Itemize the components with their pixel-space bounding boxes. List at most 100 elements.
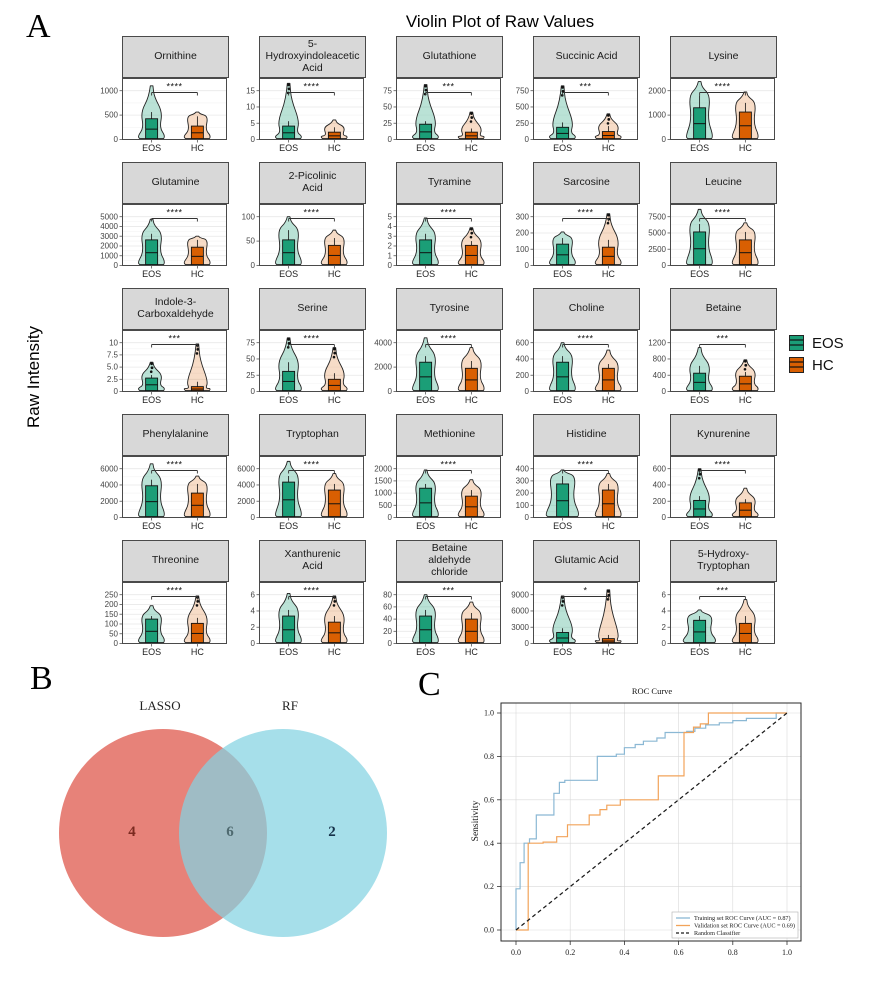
svg-text:2000: 2000 [374, 464, 392, 473]
roc-legend: Training set ROC Curve (AUC = 0.87)Valid… [671, 911, 799, 939]
svg-text:4000: 4000 [100, 481, 118, 490]
svg-text:3000: 3000 [511, 623, 529, 632]
svg-text:****: **** [166, 82, 182, 92]
svg-text:0: 0 [114, 639, 119, 648]
svg-text:HC: HC [191, 521, 204, 531]
svg-text:****: **** [714, 460, 730, 470]
violin-panel-title: Glutamic Acid [533, 540, 640, 582]
venn-lasso-count: 4 [128, 824, 136, 840]
svg-text:4000: 4000 [100, 222, 118, 231]
legend-key-icon [789, 335, 804, 351]
violin-panel-title: Sarcosine [533, 162, 640, 204]
svg-text:***: *** [716, 586, 728, 596]
svg-text:0: 0 [525, 387, 530, 396]
svg-text:75: 75 [383, 86, 392, 95]
svg-text:****: **** [303, 82, 319, 92]
svg-text:6: 6 [251, 590, 256, 599]
svg-text:HC: HC [739, 395, 752, 405]
svg-text:50: 50 [246, 355, 255, 364]
violin-panel: Threonine 0 50 100 150 200 250 **** EOS HC [92, 540, 229, 666]
svg-text:EOS: EOS [416, 143, 435, 153]
svg-text:EOS: EOS [553, 143, 572, 153]
svg-text:HC: HC [191, 647, 204, 657]
legend-label: EOS [812, 334, 844, 352]
svg-text:Random Classifier: Random Classifier [694, 930, 740, 937]
svg-text:***: *** [442, 586, 454, 596]
svg-text:60: 60 [383, 603, 392, 612]
svg-text:2: 2 [662, 623, 667, 632]
svg-text:HC: HC [739, 521, 752, 531]
violin-plot: 0 25 50 75 **** EOS HC [246, 330, 364, 405]
svg-text:0.4: 0.4 [619, 948, 629, 957]
svg-text:400: 400 [516, 464, 530, 473]
svg-text:50: 50 [246, 237, 255, 246]
violin-panel: 2-Picolinic Acid 0 50 100 **** EOS HC [229, 162, 366, 288]
svg-text:HC: HC [739, 647, 752, 657]
svg-text:EOS: EOS [142, 395, 161, 405]
svg-text:0: 0 [662, 261, 667, 270]
violin-panel-title: Tryptophan [259, 414, 366, 456]
svg-text:40: 40 [383, 615, 392, 624]
svg-text:600: 600 [653, 464, 667, 473]
svg-text:****: **** [577, 460, 593, 470]
svg-text:750: 750 [516, 86, 530, 95]
violin-panel: Glutamine 0 1000 2000 3000 4000 5000 **** EOS HC [92, 162, 229, 288]
svg-text:2000: 2000 [374, 363, 392, 372]
violin-panel-title: Lysine [670, 36, 777, 78]
svg-text:6: 6 [662, 590, 667, 599]
svg-text:HC: HC [739, 269, 752, 279]
svg-text:0: 0 [114, 261, 119, 270]
svg-text:****: **** [577, 208, 593, 218]
violin-panel-title: Choline [533, 288, 640, 330]
violin-panel-title: Ornithine [122, 36, 229, 78]
svg-text:EOS: EOS [416, 395, 435, 405]
svg-text:5000: 5000 [648, 229, 666, 238]
violin-plot: 0 25 50 75 *** EOS HC [383, 78, 501, 153]
violin-grid-y-axis-label: Raw Intensity [24, 325, 43, 428]
svg-text:EOS: EOS [690, 143, 709, 153]
violin-plot: 0 2000 4000 **** EOS HC [374, 330, 501, 405]
svg-text:4: 4 [662, 607, 667, 616]
svg-text:HC: HC [602, 395, 615, 405]
violin-panel: Ornithine 0 500 1000 **** EOS HC [92, 36, 229, 162]
svg-text:100: 100 [105, 620, 119, 629]
svg-text:EOS: EOS [553, 269, 572, 279]
svg-text:EOS: EOS [142, 143, 161, 153]
svg-text:2: 2 [388, 242, 393, 251]
svg-text:EOS: EOS [553, 395, 572, 405]
violin-panel: Indole-3- Carboxaldehyde 0 2.5 5.0 7.5 10 *** E… [92, 288, 229, 414]
svg-text:***: *** [442, 82, 454, 92]
violin-panel-title: Tyramine [396, 162, 503, 204]
svg-text:****: **** [166, 586, 182, 596]
svg-text:6000: 6000 [237, 464, 255, 473]
svg-text:100: 100 [516, 501, 530, 510]
violin-panel-title: 2-Picolinic Acid [259, 162, 366, 204]
violin-plot: 0 2500 5000 7500 **** EOS HC [648, 204, 775, 279]
violin-panel-title: Kynurenine [670, 414, 777, 456]
svg-text:****: **** [303, 208, 319, 218]
svg-text:Training set ROC Curve (AUC =: Training set ROC Curve (AUC = 0.87) [694, 915, 791, 922]
svg-text:HC: HC [328, 395, 341, 405]
svg-text:****: **** [303, 334, 319, 344]
svg-text:EOS: EOS [416, 521, 435, 531]
svg-text:HC: HC [602, 521, 615, 531]
svg-text:HC: HC [328, 521, 341, 531]
legend-item-hc: HC [788, 356, 844, 374]
svg-text:1000: 1000 [648, 111, 666, 120]
svg-text:200: 200 [516, 371, 530, 380]
svg-text:2500: 2500 [648, 245, 666, 254]
svg-text:200: 200 [105, 600, 119, 609]
violin-panel-title: Indole-3- Carboxaldehyde [122, 288, 229, 330]
svg-text:20: 20 [383, 627, 392, 636]
violin-plot: 0 500 1000 **** EOS HC [100, 78, 227, 153]
violin-panel: Betaine 0 400 800 1200 *** EOS HC [640, 288, 777, 414]
svg-text:400: 400 [653, 371, 667, 380]
svg-text:0: 0 [251, 261, 256, 270]
svg-text:HC: HC [602, 269, 615, 279]
violin-panel: 5- Hydroxyindoleacetic Acid 0 5 10 15 **** EOS… [229, 36, 366, 162]
svg-text:EOS: EOS [279, 395, 298, 405]
svg-text:50: 50 [383, 103, 392, 112]
svg-text:HC: HC [328, 143, 341, 153]
svg-text:75: 75 [246, 338, 255, 347]
